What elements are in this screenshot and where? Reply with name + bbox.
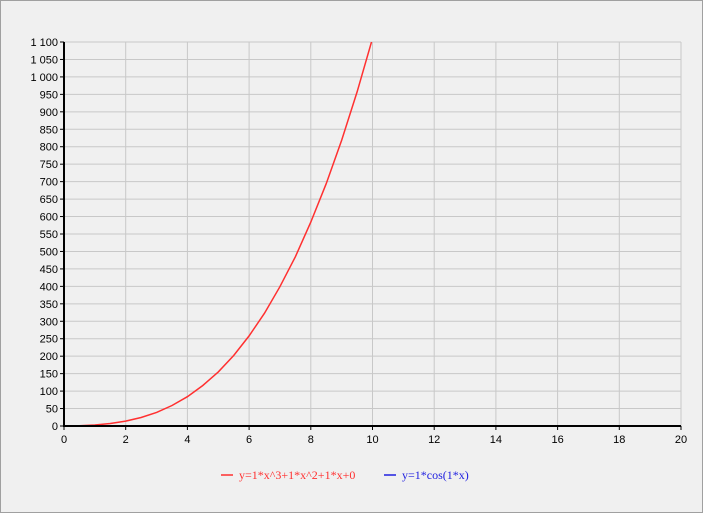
y-tick-label: 100 [40,386,58,398]
y-tick-label: 1 000 [30,72,58,84]
legend-label-1: y=1*x^3+1*x^2+1*x+0 [239,468,355,482]
y-tick-label: 850 [40,124,58,136]
y-tick-label: 300 [40,316,58,328]
y-tick-label: 450 [40,264,58,276]
x-tick-label: 14 [490,434,502,446]
x-tick-label: 18 [613,434,625,446]
x-tick-label: 16 [551,434,563,446]
y-tick-label: 1 050 [30,54,58,66]
x-tick-label: 12 [428,434,440,446]
y-tick-label: 50 [46,404,58,416]
y-tick-label: 500 [40,246,58,258]
y-tick-label: 950 [40,89,58,101]
y-tick-label: 700 [40,177,58,189]
x-tick-label: 4 [184,434,190,446]
y-tick-label: 0 [52,421,58,433]
y-tick-labels: 0 50 100 150 200 250 300 350 400 450 500 550 600 650 7… [30,37,58,433]
x-tick-label: 20 [675,434,687,446]
y-tick-label: 350 [40,299,58,311]
y-tick-label: 600 [40,212,58,224]
y-tick-label: 750 [40,159,58,171]
y-tick-label: 900 [40,107,58,119]
x-tick-label: 2 [123,434,129,446]
x-tick-label: 6 [246,434,252,446]
y-tick-label: 200 [40,351,58,363]
y-tick-label: 250 [40,334,58,346]
legend-label-2: y=1*cos(1*x) [402,468,469,482]
x-tick-label: 0 [61,434,67,446]
series-lines [64,42,681,426]
grid-lines [63,41,682,427]
x-tick-label: 10 [366,434,378,446]
y-tick-label: 1 100 [30,37,58,49]
x-tick-label: 8 [308,434,314,446]
y-tick-label: 650 [40,194,58,206]
y-tick-label: 550 [40,229,58,241]
y-tick-label: 150 [40,369,58,381]
y-tick-label: 400 [40,281,58,293]
legend: y=1*x^3+1*x^2+1*x+0 y=1*cos(1*x) [221,468,469,482]
y-tick-label: 800 [40,142,58,154]
axes [60,41,682,430]
series-line-1 [64,42,373,426]
x-tick-labels: 0 2 4 6 8 10 12 14 16 18 20 [61,434,687,446]
